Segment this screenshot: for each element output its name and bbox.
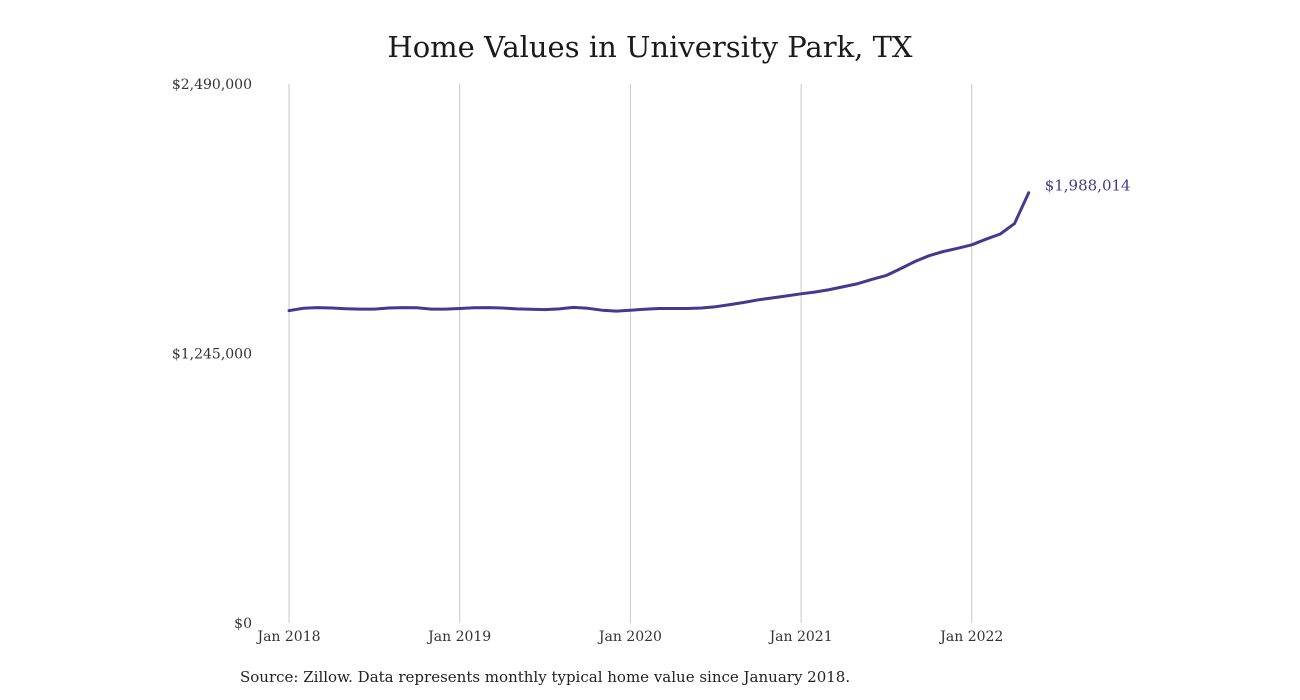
y-axis: $0 $1,245,000 $2,490,000 [172,77,252,632]
end-value-label: $1,988,014 [1045,177,1131,195]
chart-title: Home Values in University Park, TX [387,30,913,64]
x-tick-label: Jan 2019 [426,629,491,645]
chart-source: Source: Zillow. Data represents monthly … [240,668,851,686]
y-tick-label: $2,490,000 [172,77,252,93]
x-axis: Jan 2018 Jan 2019 Jan 2020 Jan 2021 Jan 2022 [255,629,1003,645]
x-tick-label: Jan 2022 [938,629,1003,645]
series-layer [287,191,1031,313]
y-tick-label: $0 [234,616,252,632]
x-tick-label: Jan 2018 [255,629,320,645]
x-tick-label: Jan 2021 [768,629,833,645]
grid-layer [288,84,973,623]
y-tick-label: $1,245,000 [172,347,252,363]
series-line [287,191,1031,313]
label-layer: $1,988,014 [1045,177,1131,195]
x-tick-label: Jan 2020 [597,629,662,645]
